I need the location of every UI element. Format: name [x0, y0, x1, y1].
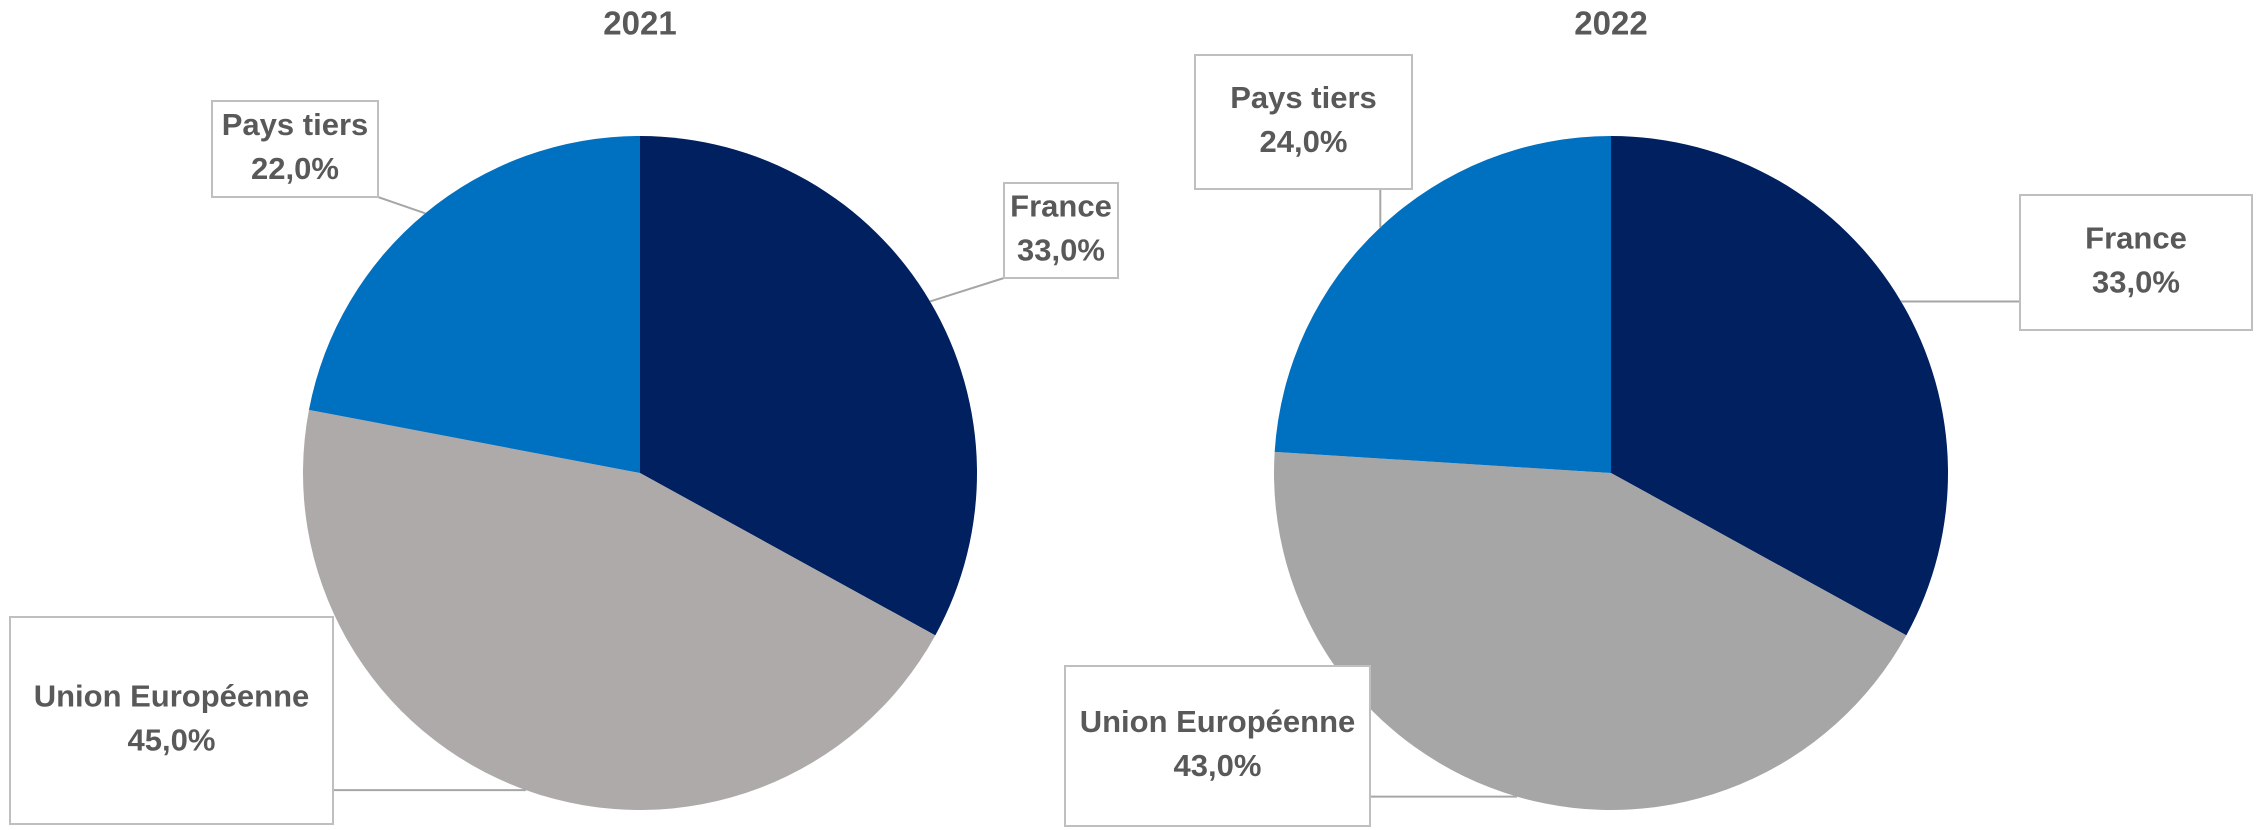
- data-label: 45,0%: [128, 723, 216, 758]
- data-label: 33,0%: [2092, 265, 2180, 300]
- data-label: 43,0%: [1174, 748, 1262, 783]
- data-label: 33,0%: [1017, 233, 1105, 268]
- data-label: 24,0%: [1260, 124, 1348, 159]
- pie-slice: [302, 409, 936, 811]
- data-label: 22,0%: [251, 151, 339, 186]
- pie-slice: [640, 136, 978, 636]
- category-label: France: [1010, 189, 1112, 224]
- pie-slice: [308, 136, 640, 473]
- chart-title: 2022: [1574, 5, 1647, 42]
- pie-slice: [1611, 136, 1948, 636]
- label-box: [1003, 182, 1119, 279]
- pie-slice: [1274, 451, 1907, 810]
- pie-slice: [1274, 136, 1611, 473]
- label-box: [211, 100, 379, 198]
- label-box: [2019, 194, 2253, 331]
- leader-line: [377, 196, 426, 215]
- category-label: Union Européenne: [1080, 704, 1356, 739]
- category-label: Pays tiers: [222, 107, 369, 142]
- category-label: Pays tiers: [1230, 80, 1377, 115]
- category-label: Union Européenne: [34, 679, 310, 714]
- label-box: [1064, 665, 1371, 827]
- label-box: [9, 616, 334, 825]
- category-label: France: [2085, 221, 2187, 256]
- leader-line: [929, 277, 1005, 303]
- label-box: [1194, 54, 1413, 190]
- chart-title: 2021: [603, 5, 676, 42]
